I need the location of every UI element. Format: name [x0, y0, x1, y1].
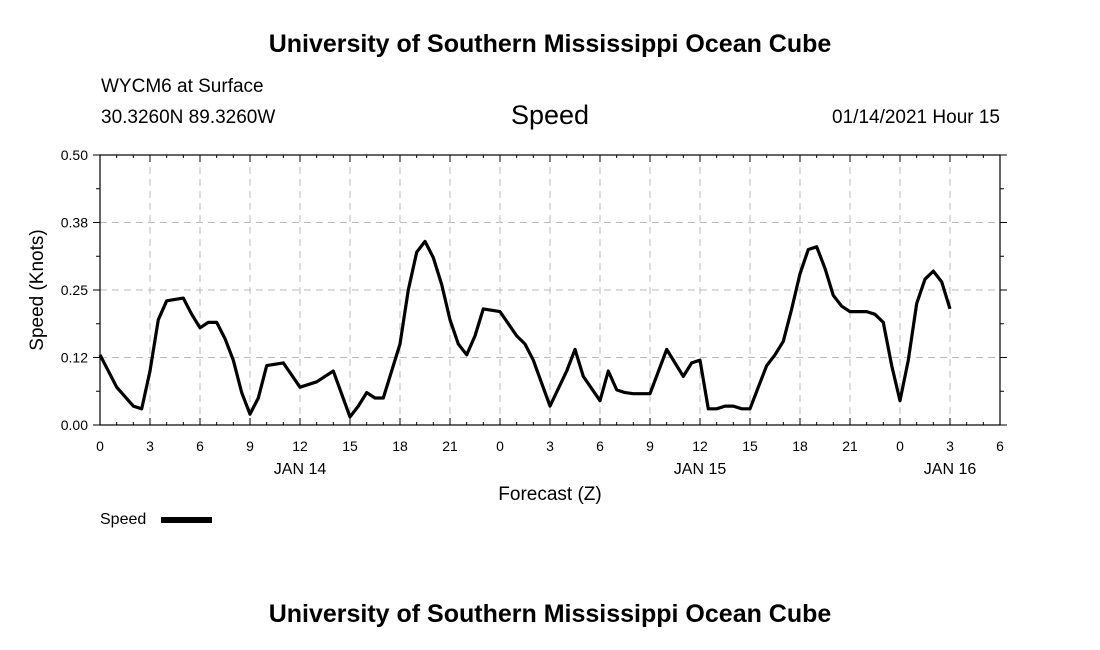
coordinates-label: 30.3260N 89.3260W	[101, 107, 276, 128]
x-tick-label: 6	[596, 438, 604, 454]
x-tick-label: 0	[96, 438, 104, 454]
y-tick-label: 0.25	[61, 282, 88, 298]
legend-label: Speed	[100, 511, 146, 528]
x-tick-label: 12	[692, 438, 708, 454]
day-label: JAN 16	[924, 461, 977, 478]
x-tick-label: 0	[496, 438, 504, 454]
chart-title: University of Southern Mississippi Ocean…	[268, 30, 832, 58]
x-tick-label: 12	[292, 438, 308, 454]
day-label: JAN 15	[674, 461, 727, 478]
x-tick-label: 3	[146, 438, 154, 454]
variable-title: Speed	[510, 100, 590, 130]
x-tick-label: 3	[946, 438, 954, 454]
station-label: WYCM6 at Surface	[101, 76, 264, 97]
x-tick-label: 18	[792, 438, 808, 454]
x-tick-label: 18	[392, 438, 408, 454]
x-tick-label: 6	[196, 438, 204, 454]
x-tick-label: 0	[896, 438, 904, 454]
x-tick-label: 15	[342, 438, 358, 454]
x-tick-label: 9	[246, 438, 254, 454]
y-tick-label: 0.50	[61, 147, 88, 163]
footer-title: University of Southern Mississippi Ocean…	[268, 600, 832, 628]
y-tick-label: 0.12	[61, 350, 88, 366]
x-tick-label: 6	[996, 438, 1004, 454]
y-tick-label: 0.38	[61, 215, 88, 231]
datetime-label: 01/14/2021 Hour 15	[832, 107, 1000, 128]
x-tick-label: 21	[842, 438, 858, 454]
axis-ticks: 0 3 6 9 12 15 18 21 0 3 6 9 12 15 18 21 0 3 6 0.00 0.12 0.25 0…	[61, 147, 1007, 478]
x-tick-label: 9	[646, 438, 654, 454]
day-label: JAN 14	[274, 461, 327, 478]
y-tick-label: 0.00	[61, 417, 88, 433]
x-axis-label: Forecast (Z)	[498, 484, 601, 505]
legend-swatch	[161, 517, 212, 523]
grid-lines	[100, 155, 1000, 425]
x-tick-label: 15	[742, 438, 758, 454]
speed-series-line	[98, 239, 952, 419]
x-tick-label: 3	[546, 438, 554, 454]
y-axis-label: Speed (Knots)	[27, 229, 48, 350]
x-tick-label: 21	[442, 438, 458, 454]
